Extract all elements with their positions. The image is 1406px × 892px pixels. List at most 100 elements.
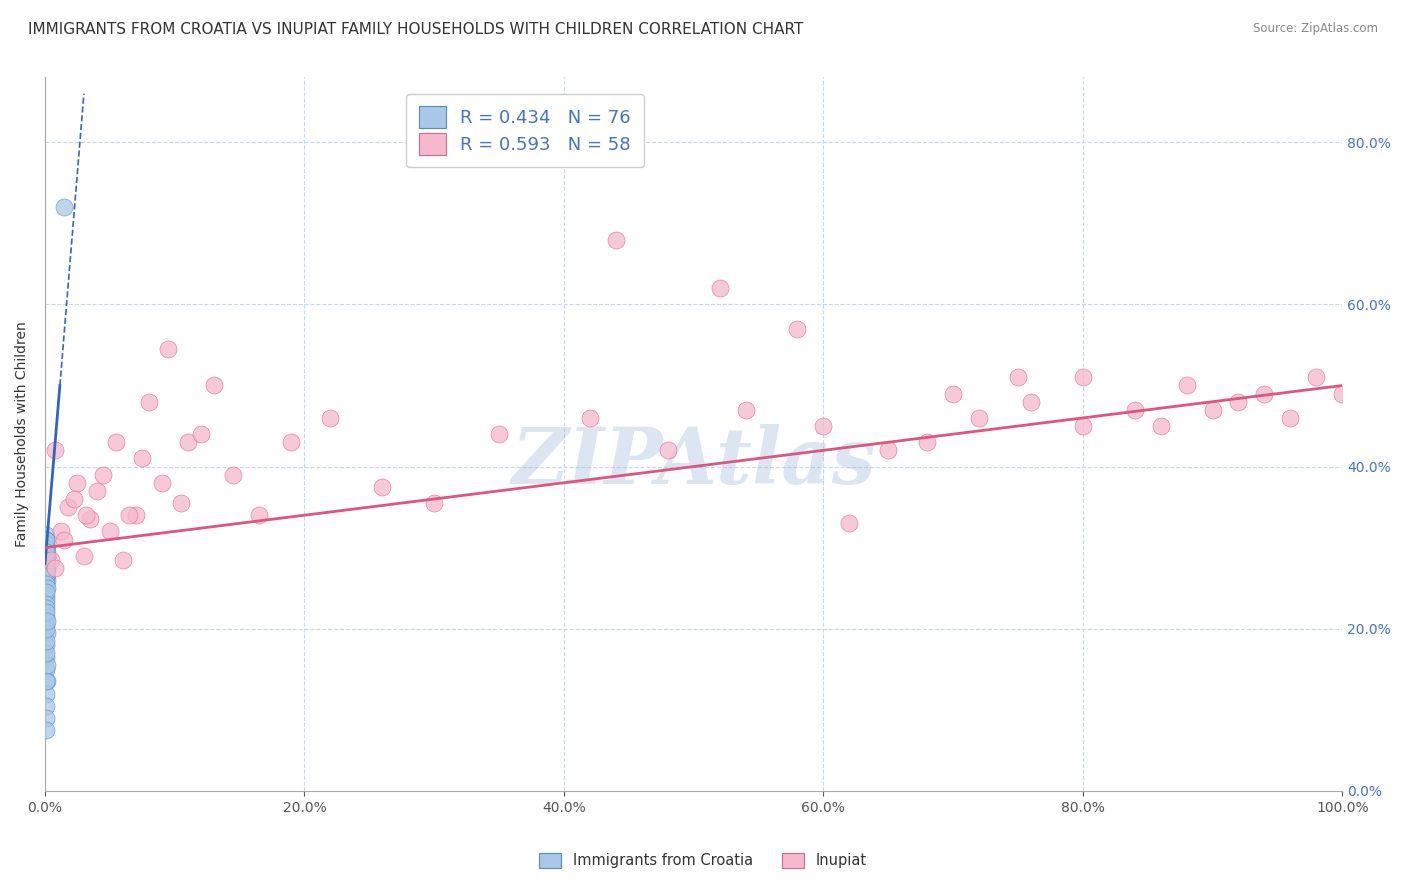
Point: [35, 601, 58, 615]
Point: [35, 687, 58, 701]
Point: [709, 281, 731, 295]
Y-axis label: Family Households with Children: Family Households with Children: [15, 321, 30, 547]
Point: [35, 541, 58, 555]
Point: [35, 573, 58, 587]
Point: [1071, 419, 1094, 434]
Point: [35, 625, 58, 640]
Point: [35, 561, 58, 575]
Point: [1331, 386, 1354, 401]
Point: [35, 557, 58, 571]
Point: [915, 435, 938, 450]
Point: [35, 544, 58, 558]
Point: [280, 435, 302, 450]
Point: [35, 549, 58, 563]
Point: [35, 544, 58, 558]
Point: [176, 435, 198, 450]
Point: [150, 475, 173, 490]
Point: [35, 658, 58, 673]
Point: [35, 533, 58, 547]
Point: [35, 561, 58, 575]
Legend: R = 0.434   N = 76, R = 0.593   N = 58: R = 0.434 N = 76, R = 0.593 N = 58: [406, 94, 644, 168]
Point: [157, 342, 180, 356]
Point: [49, 524, 72, 539]
Point: [35, 581, 58, 595]
Point: [35, 553, 58, 567]
Point: [222, 467, 245, 482]
Point: [1123, 402, 1146, 417]
Point: [35, 528, 58, 542]
Point: [53, 533, 76, 547]
Text: ZIPAtlas: ZIPAtlas: [512, 425, 876, 501]
Point: [35, 565, 58, 579]
Point: [35, 557, 58, 571]
Point: [35, 536, 58, 550]
Point: [190, 427, 212, 442]
Point: [35, 711, 58, 725]
Point: [73, 549, 96, 563]
Text: IMMIGRANTS FROM CROATIA VS INUPIAT FAMILY HOUSEHOLDS WITH CHILDREN CORRELATION C: IMMIGRANTS FROM CROATIA VS INUPIAT FAMIL…: [28, 22, 803, 37]
Point: [247, 508, 270, 523]
Point: [125, 508, 148, 523]
Point: [35, 674, 58, 689]
Point: [35, 541, 58, 555]
Point: [35, 589, 58, 603]
Legend: Immigrants from Croatia, Inupiat: Immigrants from Croatia, Inupiat: [531, 846, 875, 876]
Point: [35, 569, 58, 583]
Point: [44, 561, 66, 575]
Point: [35, 638, 58, 652]
Point: [35, 561, 58, 575]
Point: [35, 549, 58, 563]
Point: [1305, 370, 1327, 384]
Point: [35, 614, 58, 628]
Point: [35, 541, 58, 555]
Point: [35, 549, 58, 563]
Point: [1201, 402, 1223, 417]
Point: [76, 508, 98, 523]
Point: [1175, 378, 1198, 392]
Point: [35, 557, 58, 571]
Point: [35, 569, 58, 583]
Point: [371, 480, 394, 494]
Point: [35, 674, 58, 689]
Point: [838, 516, 860, 531]
Point: [35, 565, 58, 579]
Point: [111, 553, 134, 567]
Point: [35, 573, 58, 587]
Point: [423, 496, 446, 510]
Point: [967, 411, 990, 425]
Point: [813, 419, 835, 434]
Point: [35, 593, 58, 607]
Point: [942, 386, 965, 401]
Point: [657, 443, 679, 458]
Point: [35, 544, 58, 558]
Point: [35, 544, 58, 558]
Point: [35, 698, 58, 713]
Point: [35, 646, 58, 660]
Point: [488, 427, 510, 442]
Point: [1071, 370, 1094, 384]
Point: [1007, 370, 1029, 384]
Point: [35, 662, 58, 676]
Point: [35, 650, 58, 665]
Point: [35, 622, 58, 636]
Point: [35, 557, 58, 571]
Point: [35, 553, 58, 567]
Point: [35, 569, 58, 583]
Point: [734, 402, 756, 417]
Point: [35, 723, 58, 737]
Point: [98, 524, 121, 539]
Point: [35, 617, 58, 632]
Point: [35, 544, 58, 558]
Point: [35, 577, 58, 591]
Point: [35, 544, 58, 558]
Point: [35, 541, 58, 555]
Point: [53, 200, 76, 214]
Point: [202, 378, 225, 392]
Point: [35, 553, 58, 567]
Point: [93, 467, 115, 482]
Point: [35, 565, 58, 579]
Point: [1253, 386, 1275, 401]
Point: [35, 553, 58, 567]
Point: [1149, 419, 1171, 434]
Point: [35, 533, 58, 547]
